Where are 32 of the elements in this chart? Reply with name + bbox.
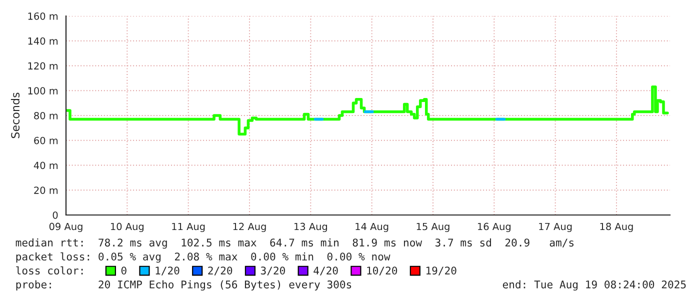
legend-label: 10/20 — [367, 266, 398, 276]
y-tick-label: 120 m — [28, 62, 58, 70]
x-tick-label: 15 Aug — [416, 222, 450, 232]
y-tick-label: 20 m — [34, 186, 58, 194]
y-tick-label: 80 m — [34, 112, 58, 120]
legend-label: 19/20 — [426, 266, 456, 276]
legend-label: 1/20 — [156, 266, 180, 276]
x-tick-label: 18 Aug — [600, 222, 633, 232]
x-tick-label: 17 Aug — [539, 222, 572, 232]
y-tick-label: 40 m — [34, 162, 58, 170]
legend-label: 4/20 — [314, 266, 338, 276]
legend-label: 3/20 — [260, 266, 285, 276]
legend-label: 0 — [121, 266, 126, 275]
x-tick-label: 09 Aug — [49, 222, 82, 232]
legend-label: 2/20 — [208, 266, 232, 276]
x-tick-label: 13 Aug — [294, 222, 327, 232]
y-tick-label: 100 m — [28, 87, 58, 94]
text: packet loss: 0.05 % avg 2.08 % max 0.00 % min 0.00 % now — [16, 252, 390, 263]
text: loss color: — [16, 266, 83, 275]
text: end: Tue Aug 19 08:24:00 2025 — [502, 280, 686, 291]
x-tick-label: 16 Aug — [478, 222, 510, 232]
y-tick-label: 160 m — [28, 12, 58, 20]
x-tick-label: 11 Aug — [172, 222, 205, 232]
y-axis-title: Seconds — [10, 92, 20, 138]
text: median rtt: 78.2 ms avg 102.5 ms max 64.7 ms min 81.9 ms now 3.7 ms sd 20.9 am/s — [16, 238, 574, 249]
text: probe: 20 ICMP Echo Pings (56 Bytes) every 300s — [16, 280, 352, 291]
x-tick-label: 10 Aug — [111, 222, 144, 232]
y-tick-label: 0 — [52, 211, 58, 219]
y-tick-label: 60 m — [34, 136, 58, 144]
x-tick-label: 12 Aug — [233, 222, 266, 232]
x-tick-label: 14 Aug — [356, 222, 388, 232]
y-tick-label: 140 m — [28, 37, 58, 45]
